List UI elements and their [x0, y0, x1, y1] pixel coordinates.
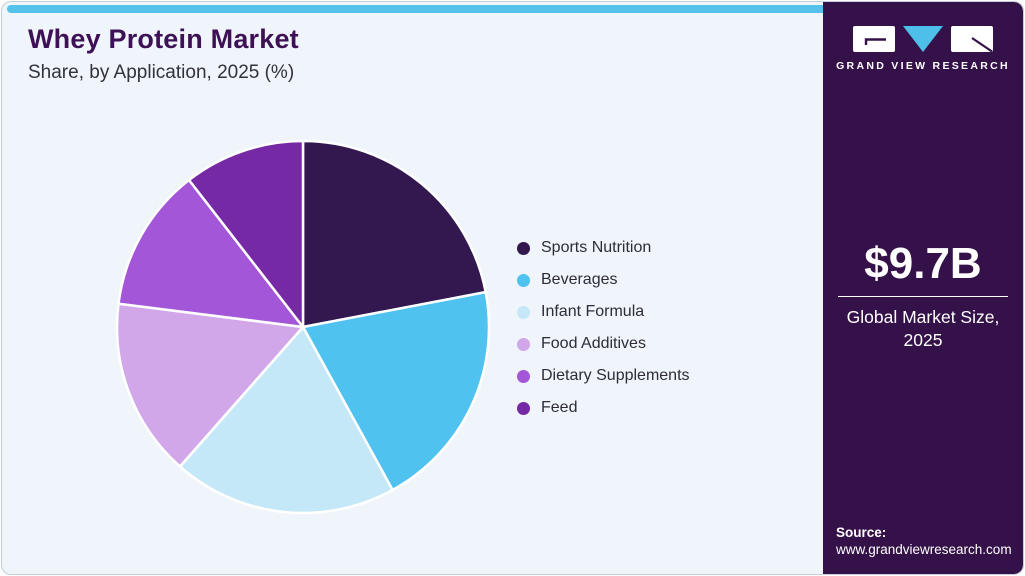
pie-slice-beverages [301, 290, 491, 492]
pie-slice-food-additives [115, 302, 305, 468]
top-accent-bar [7, 5, 823, 13]
pie-slice-feed [187, 139, 305, 329]
legend-item-feed: Feed [517, 392, 690, 424]
legend-label: Sports Nutrition [541, 239, 652, 256]
legend-item-food-additives: Food Additives [517, 328, 690, 360]
legend-swatch-icon [517, 369, 530, 383]
legend-label: Beverages [541, 271, 618, 288]
page-subtitle: Share, by Application, 2025 (%) [28, 62, 295, 83]
legend-label: Dietary Supplements [541, 367, 690, 384]
legend-swatch-icon [517, 337, 530, 351]
pie-slice-dietary-supplements [117, 178, 305, 329]
market-size-block: $9.7B Global Market Size, 2025 [823, 242, 1023, 352]
source-block: Source: www.grandviewresearch.com [836, 525, 1012, 557]
gvr-logo-marks [823, 26, 1023, 53]
gvr-logo: GRAND VIEW RESEARCH [823, 26, 1023, 72]
brand-name: GRAND VIEW RESEARCH [836, 60, 1010, 72]
market-size-label: Global Market Size, 2025 [846, 307, 1000, 350]
legend-swatch-icon [517, 305, 530, 319]
legend-label: Infant Formula [541, 303, 645, 320]
logo-g-icon [853, 26, 895, 52]
logo-r-icon [951, 26, 993, 53]
legend-item-infant-formula: Infant Formula [517, 296, 690, 328]
legend-swatch-icon [517, 273, 530, 287]
legend-label: Food Additives [541, 335, 646, 352]
legend-swatch-icon [517, 401, 530, 415]
source-label: Source: [836, 525, 887, 540]
pie-slice-infant-formula [178, 325, 394, 515]
market-size-value: $9.7B [864, 239, 982, 288]
source-url-link[interactable]: www.grandviewresearch.com [836, 542, 1012, 557]
legend-item-sports-nutrition: Sports Nutrition [517, 232, 690, 264]
logo-v-icon [903, 26, 943, 52]
legend-item-dietary-supplements: Dietary Supplements [517, 360, 690, 392]
divider-line [838, 296, 1008, 297]
sidebar: GRAND VIEW RESEARCH $9.7B Global Market … [823, 2, 1023, 574]
pie-chart [115, 139, 491, 515]
chart-legend: Sports Nutrition Beverages Infant Formul… [517, 232, 690, 424]
legend-item-beverages: Beverages [517, 264, 690, 296]
page-title: Whey Protein Market [28, 24, 299, 54]
legend-label: Feed [541, 399, 578, 416]
legend-swatch-icon [517, 241, 530, 255]
header: Whey Protein Market Share, by Applicatio… [28, 24, 299, 84]
pie-slice-sports-nutrition [301, 139, 487, 329]
